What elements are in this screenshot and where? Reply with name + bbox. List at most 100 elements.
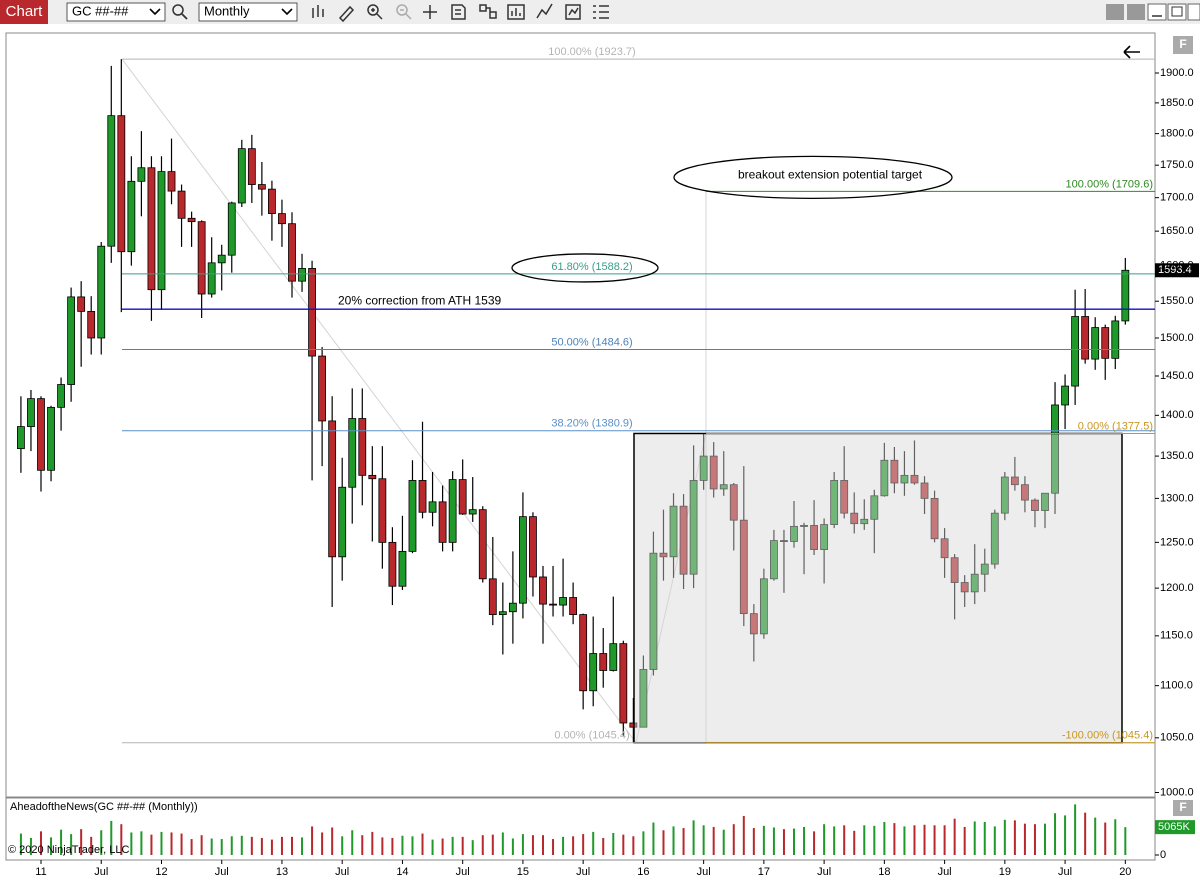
volume-bar — [321, 832, 324, 855]
candle-body — [800, 525, 808, 527]
volume-bar — [421, 833, 424, 855]
last-price-label: 1593.4 — [1158, 264, 1192, 276]
search-icon[interactable] — [181, 13, 188, 20]
candle-body — [298, 268, 306, 282]
annotation-ellipse — [673, 155, 953, 200]
volume-bar — [19, 833, 22, 855]
candle-body — [488, 578, 497, 615]
x-tick-label: 20 — [1119, 866, 1131, 878]
volume-bar — [1124, 827, 1127, 855]
x-tick-label: Jul — [938, 866, 952, 878]
dropdown-arrow[interactable] — [281, 8, 293, 16]
candle-body — [498, 611, 507, 615]
volume-bar — [160, 831, 163, 855]
candle-body — [1010, 476, 1019, 486]
volume-bar — [843, 825, 846, 855]
volume-bar — [572, 836, 575, 855]
x-tick-label: 19 — [999, 866, 1011, 878]
volume-bar — [50, 837, 53, 855]
candle-body — [1031, 499, 1039, 511]
x-tick-label: 13 — [276, 866, 288, 878]
candle-body — [549, 603, 557, 606]
dropdown-arrow[interactable] — [149, 8, 161, 16]
volume-bar — [401, 835, 404, 855]
back-arrow[interactable] — [1123, 45, 1140, 59]
volume-bar — [311, 826, 314, 855]
volume-bar — [632, 836, 635, 855]
candle-body — [689, 480, 698, 575]
volume-bar — [280, 836, 283, 855]
volume-bar — [1094, 817, 1097, 855]
candle-body — [639, 669, 648, 728]
x-tick-label: 17 — [758, 866, 770, 878]
candle-body — [187, 217, 196, 223]
candle-body — [880, 459, 889, 497]
f-button-icon[interactable]: F — [1179, 800, 1186, 814]
toolbar: Chart GC ##-## Monthly — [0, 0, 1200, 24]
volume-bar — [461, 836, 464, 855]
tab-label[interactable]: Chart — [6, 3, 44, 20]
window-buttons[interactable] — [1106, 3, 1200, 21]
y-tick-label: 1750.0 — [1160, 159, 1194, 171]
f-button[interactable] — [1173, 36, 1193, 54]
candle-body — [77, 296, 86, 312]
search-icon[interactable] — [172, 4, 184, 16]
volume-bar — [853, 830, 856, 855]
candle-body — [1071, 316, 1080, 387]
x-tick-label: 15 — [517, 866, 529, 878]
interval-label[interactable]: Monthly — [204, 3, 250, 18]
candle-body — [247, 148, 256, 185]
volume-bar — [813, 831, 816, 855]
y-tick-label: 1900.0 — [1160, 67, 1194, 79]
volume-bar — [491, 834, 494, 855]
breakout-box — [633, 432, 1123, 744]
candle-body — [790, 525, 798, 542]
indicator-title: AheadoftheNews(GC ##-## (Monthly)) — [10, 801, 198, 813]
candle-body — [438, 501, 447, 543]
candle-body — [1111, 320, 1120, 359]
candle-body — [950, 557, 959, 583]
candle-body — [177, 190, 186, 219]
f-button[interactable] — [1173, 800, 1193, 816]
volume-bar — [501, 832, 504, 855]
y-tick-label: 1450.0 — [1160, 370, 1194, 382]
volume-bar — [240, 835, 243, 855]
f-button-icon[interactable]: F — [1179, 37, 1186, 51]
candle-body — [759, 578, 768, 635]
volume-bar — [230, 836, 233, 855]
volume-bar — [552, 839, 555, 855]
volume-bar — [1104, 822, 1107, 855]
candle-body — [529, 516, 537, 578]
candle-body — [1000, 476, 1009, 514]
y-tick-label: 1600.0 — [1160, 260, 1194, 272]
candle-body — [739, 519, 748, 615]
candle-body — [197, 221, 206, 295]
volume-bar — [361, 835, 364, 855]
candle-body — [619, 643, 628, 724]
candle-body — [820, 524, 829, 550]
candle-body — [970, 573, 979, 593]
x-tick-label: 11 — [35, 866, 46, 878]
annotation: breakout extension potential target — [738, 168, 923, 182]
tool-icons[interactable] — [312, 3, 609, 23]
instrument-label[interactable]: GC ##-## — [72, 3, 129, 18]
candle-body — [1121, 269, 1130, 322]
volume-bar — [803, 826, 806, 855]
volume-bar — [793, 828, 795, 855]
volume-bar — [592, 831, 595, 855]
candle-body — [288, 223, 296, 282]
volume-bar — [863, 825, 866, 855]
candle-body — [237, 148, 246, 204]
y-tick-label: 1850.0 — [1160, 97, 1194, 109]
tab[interactable] — [0, 0, 48, 24]
volume-bar — [441, 838, 444, 855]
candle-body — [770, 540, 778, 580]
candle-body — [147, 167, 156, 291]
instrument-select[interactable] — [66, 2, 166, 22]
candle-body — [1051, 404, 1059, 494]
volume-bar — [100, 830, 103, 855]
fib-label: 100.00% (1923.7) — [548, 46, 635, 58]
interval-select[interactable] — [198, 2, 298, 22]
candle-body — [960, 582, 969, 593]
